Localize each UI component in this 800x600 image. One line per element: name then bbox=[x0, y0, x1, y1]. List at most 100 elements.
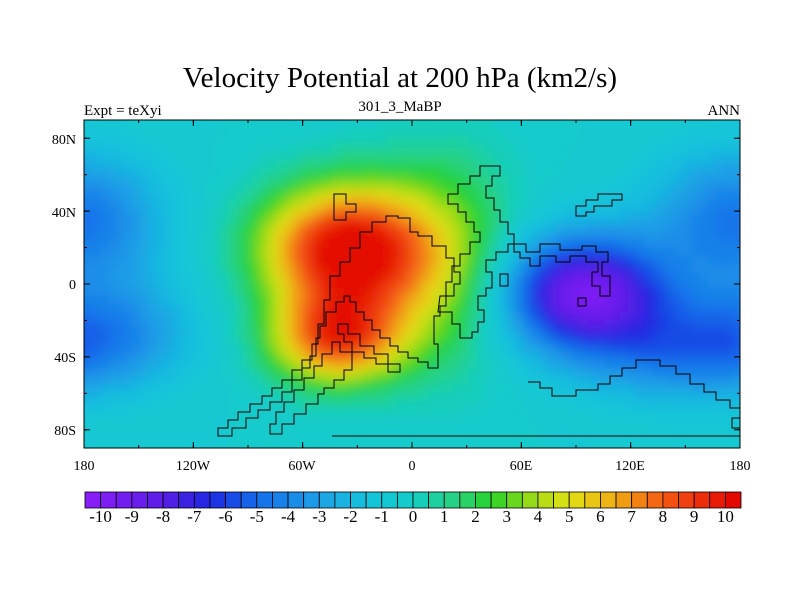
field-cell bbox=[564, 456, 573, 465]
field-cell bbox=[300, 272, 309, 281]
field-cell bbox=[564, 128, 573, 137]
field-cell bbox=[588, 160, 597, 169]
field-cell bbox=[500, 320, 509, 329]
field-cell bbox=[148, 248, 157, 257]
field-cell bbox=[556, 328, 565, 337]
field-cell bbox=[644, 160, 653, 169]
field-cell bbox=[84, 176, 93, 185]
field-cell bbox=[204, 128, 213, 137]
field-cell bbox=[108, 136, 117, 145]
field-cell bbox=[444, 232, 453, 241]
field-cell bbox=[564, 160, 573, 169]
field-cell bbox=[468, 296, 477, 305]
field-cell bbox=[540, 400, 549, 409]
field-cell bbox=[92, 232, 101, 241]
field-cell bbox=[556, 304, 565, 313]
field-cell bbox=[732, 440, 740, 448]
field-cell bbox=[244, 448, 253, 457]
field-cell bbox=[300, 280, 309, 289]
field-cell bbox=[260, 208, 269, 217]
field-cell bbox=[460, 440, 469, 448]
field-cell bbox=[260, 248, 269, 257]
field-cell bbox=[348, 176, 357, 185]
field-cell bbox=[348, 328, 357, 337]
field-cell bbox=[404, 248, 413, 257]
field-cell bbox=[588, 376, 597, 385]
field-cell bbox=[244, 304, 253, 313]
field-cell bbox=[508, 416, 517, 425]
field-cell bbox=[660, 160, 669, 169]
field-cell bbox=[748, 224, 757, 233]
field-cell bbox=[252, 256, 261, 265]
field-cell bbox=[652, 248, 661, 257]
field-cell bbox=[532, 304, 541, 313]
field-cell bbox=[356, 248, 365, 257]
field-cell bbox=[324, 448, 333, 457]
field-cell bbox=[180, 304, 189, 313]
field-cell bbox=[332, 120, 341, 129]
field-cell bbox=[404, 136, 413, 145]
field-cell bbox=[476, 328, 485, 337]
field-cell bbox=[404, 344, 413, 353]
field-cell bbox=[188, 400, 197, 409]
field-cell bbox=[436, 192, 445, 201]
field-cell bbox=[332, 152, 341, 161]
field-cell bbox=[268, 400, 277, 409]
field-cell bbox=[492, 392, 501, 401]
field-cell bbox=[332, 312, 341, 321]
field-cell bbox=[172, 440, 181, 448]
field-cell bbox=[628, 192, 637, 201]
field-cell bbox=[132, 328, 141, 337]
field-cell bbox=[324, 400, 333, 409]
field-cell bbox=[244, 440, 253, 448]
field-cell bbox=[348, 216, 357, 225]
field-cell bbox=[284, 336, 293, 345]
field-cell bbox=[172, 448, 181, 457]
field-cell bbox=[380, 408, 389, 417]
field-cell bbox=[644, 448, 653, 457]
field-cell bbox=[524, 224, 533, 233]
field-cell bbox=[692, 368, 701, 377]
field-cell bbox=[460, 144, 469, 153]
field-cell bbox=[676, 288, 685, 297]
field-cell bbox=[132, 176, 141, 185]
field-cell bbox=[676, 120, 685, 121]
field-cell bbox=[140, 424, 149, 433]
field-cell bbox=[644, 304, 653, 313]
field-cell bbox=[708, 352, 717, 361]
field-cell bbox=[196, 120, 205, 121]
field-cell bbox=[428, 320, 437, 329]
field-cell bbox=[676, 384, 685, 393]
field-cell bbox=[412, 280, 421, 289]
field-cell bbox=[324, 256, 333, 265]
field-cell bbox=[364, 176, 373, 185]
field-cell bbox=[708, 440, 717, 448]
field-cell bbox=[668, 184, 677, 193]
field-cell bbox=[492, 408, 501, 417]
field-cell bbox=[260, 456, 269, 465]
field-cell bbox=[196, 104, 205, 113]
field-cell bbox=[348, 136, 357, 145]
field-cell bbox=[412, 232, 421, 241]
field-cell bbox=[84, 360, 93, 369]
field-cell bbox=[732, 208, 740, 217]
field-cell bbox=[140, 216, 149, 225]
field-cell bbox=[548, 216, 557, 225]
field-cell bbox=[620, 200, 629, 209]
field-cell bbox=[532, 416, 541, 425]
field-cell bbox=[348, 392, 357, 401]
field-cell bbox=[156, 280, 165, 289]
field-cell bbox=[420, 416, 429, 425]
field-cell bbox=[140, 408, 149, 417]
field-cell bbox=[132, 192, 141, 201]
field-cell bbox=[476, 192, 485, 201]
field-cell bbox=[612, 328, 621, 337]
field-cell bbox=[724, 352, 733, 361]
field-cell bbox=[412, 384, 421, 393]
field-cell bbox=[452, 264, 461, 273]
field-cell bbox=[492, 240, 501, 249]
field-cell bbox=[660, 256, 669, 265]
field-cell bbox=[684, 336, 693, 345]
field-cell bbox=[348, 264, 357, 273]
field-cell bbox=[276, 256, 285, 265]
